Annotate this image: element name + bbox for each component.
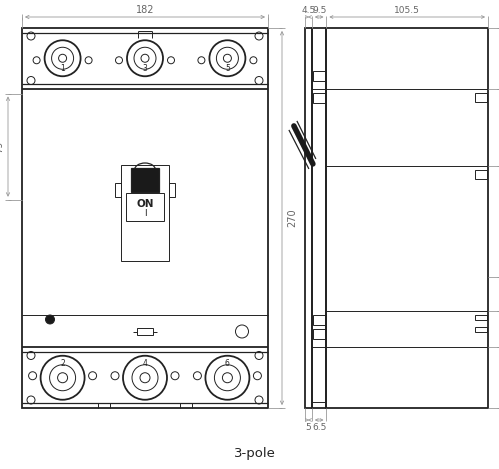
Text: 5: 5 xyxy=(225,64,230,73)
Circle shape xyxy=(45,315,54,324)
Bar xyxy=(126,193,164,221)
Text: 3-pole: 3-pole xyxy=(234,446,276,460)
Bar xyxy=(22,28,268,408)
Text: 5: 5 xyxy=(305,423,311,431)
Bar xyxy=(475,315,487,320)
Text: 9.5: 9.5 xyxy=(312,6,326,15)
Text: 2: 2 xyxy=(60,359,65,368)
Bar xyxy=(475,170,487,179)
Text: 1: 1 xyxy=(60,64,65,73)
Bar xyxy=(305,28,312,408)
Bar xyxy=(475,327,487,332)
Text: 270: 270 xyxy=(287,209,297,227)
Text: 3: 3 xyxy=(143,64,147,73)
Text: 182: 182 xyxy=(136,5,154,15)
Text: 4: 4 xyxy=(143,359,147,368)
Bar xyxy=(313,70,325,81)
Bar xyxy=(115,183,121,197)
Bar xyxy=(131,168,159,192)
Bar xyxy=(313,92,325,103)
Bar xyxy=(313,315,325,325)
Bar xyxy=(169,183,175,197)
Bar xyxy=(137,328,153,335)
Text: 79: 79 xyxy=(0,140,4,153)
Text: 105.5: 105.5 xyxy=(394,6,420,15)
Bar xyxy=(313,330,325,340)
Bar xyxy=(121,165,169,261)
Text: 4.5: 4.5 xyxy=(301,6,315,15)
Text: 6: 6 xyxy=(225,359,230,368)
Text: I: I xyxy=(144,209,146,218)
Bar xyxy=(312,28,326,408)
Text: 6.5: 6.5 xyxy=(312,423,326,431)
Bar xyxy=(475,92,487,101)
Text: ON: ON xyxy=(136,199,154,209)
Bar xyxy=(326,28,488,408)
